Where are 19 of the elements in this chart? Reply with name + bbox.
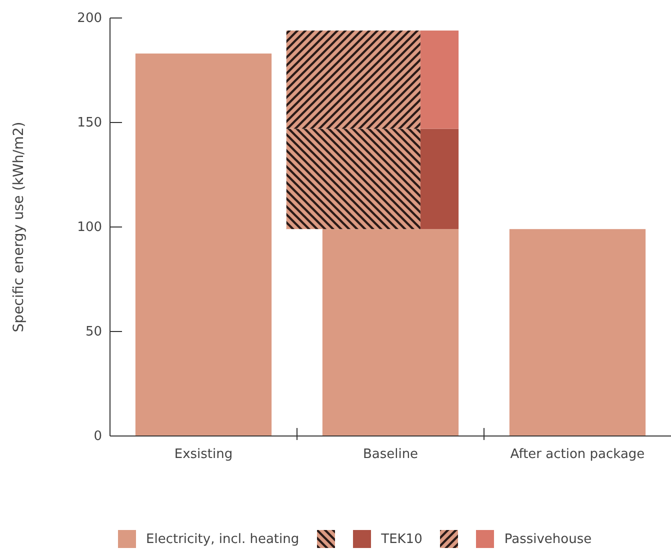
y-axis-title: Specific energy use (kWh/m2) [10, 122, 27, 332]
legend-label: Passivehouse [504, 532, 592, 546]
bar [286, 128, 420, 230]
bar [509, 229, 646, 436]
x-tick-label: After action package [510, 447, 645, 462]
bar [135, 54, 272, 436]
x-tick-label: Exsisting [174, 447, 233, 462]
bar [420, 30, 459, 129]
y-tick-label: 0 [94, 429, 102, 444]
y-tick-label: 150 [77, 116, 102, 130]
legend-label: Electricity, incl. heating [146, 532, 300, 546]
y-tick-label: 100 [77, 220, 102, 235]
y-tick-label: 50 [85, 324, 102, 340]
legend-label: TEK10 [381, 532, 422, 546]
bar [286, 30, 420, 129]
x-tick-label: Baseline [362, 447, 418, 462]
y-tick-label: 200 [77, 11, 102, 26]
bar [322, 229, 459, 436]
bar [420, 128, 459, 230]
